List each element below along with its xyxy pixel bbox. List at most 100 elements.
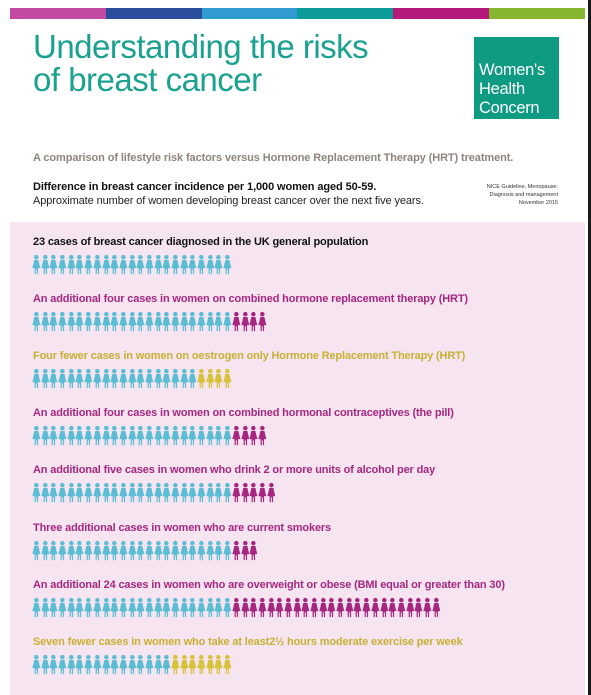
woman-icon — [49, 483, 58, 503]
woman-icon — [171, 369, 180, 389]
woman-icon — [240, 597, 249, 617]
woman-icon — [93, 654, 102, 674]
woman-icon — [431, 597, 440, 617]
row-title: An additional 24 cases in women who are … — [33, 578, 505, 591]
woman-icon — [197, 540, 206, 560]
woman-icon — [32, 540, 41, 560]
woman-icon — [84, 426, 93, 446]
woman-icon — [41, 483, 50, 503]
woman-icon — [41, 369, 50, 389]
woman-icon — [67, 597, 76, 617]
woman-icon — [388, 597, 397, 617]
woman-icon — [75, 426, 84, 446]
icon-row — [32, 368, 232, 390]
icon-row — [32, 597, 440, 619]
woman-icon — [153, 483, 162, 503]
woman-icon — [197, 483, 206, 503]
woman-icon — [41, 426, 50, 446]
woman-icon — [188, 597, 197, 617]
woman-icon — [127, 654, 136, 674]
woman-icon — [67, 312, 76, 332]
woman-icon — [84, 654, 93, 674]
row-title: Four fewer cases in women on oestrogen o… — [33, 350, 466, 363]
woman-icon — [101, 254, 110, 275]
woman-icon — [214, 483, 223, 503]
top-color-bar — [10, 8, 585, 19]
woman-icon — [127, 426, 136, 446]
woman-icon — [119, 597, 128, 617]
woman-icon — [249, 312, 258, 332]
woman-icon — [153, 426, 162, 446]
row-title: An additional four cases in women on com… — [33, 407, 454, 420]
woman-icon — [188, 654, 197, 674]
woman-icon — [119, 312, 128, 332]
woman-icon — [41, 312, 50, 332]
color-segment — [201, 8, 298, 19]
color-segment — [10, 8, 106, 19]
woman-icon — [223, 312, 232, 332]
woman-icon — [75, 254, 84, 275]
woman-icon — [32, 654, 41, 674]
woman-icon — [67, 254, 76, 275]
woman-icon — [232, 426, 241, 446]
woman-icon — [84, 312, 93, 332]
woman-icon — [275, 597, 284, 617]
woman-icon — [93, 540, 102, 560]
woman-icon — [258, 483, 267, 503]
woman-icon — [223, 254, 232, 275]
woman-icon — [93, 426, 102, 446]
icon-row — [32, 540, 258, 562]
woman-icon — [119, 369, 128, 389]
woman-icon — [197, 597, 206, 617]
icon-row — [32, 254, 232, 276]
woman-icon — [197, 254, 206, 275]
woman-icon — [249, 540, 258, 560]
woman-icon — [162, 254, 171, 275]
woman-icon — [162, 312, 171, 332]
woman-icon — [292, 597, 301, 617]
woman-icon — [153, 369, 162, 389]
woman-icon — [214, 254, 223, 275]
woman-icon — [214, 426, 223, 446]
page-title-line: Understanding the risks — [33, 28, 369, 65]
woman-icon — [110, 426, 119, 446]
woman-icon — [127, 540, 136, 560]
woman-icon — [171, 483, 180, 503]
logo-text: Women's — [479, 61, 545, 79]
woman-icon — [58, 597, 67, 617]
woman-icon — [180, 369, 189, 389]
woman-icon — [180, 540, 189, 560]
woman-icon — [232, 312, 241, 332]
woman-icon — [188, 426, 197, 446]
woman-icon — [32, 254, 41, 275]
woman-icon — [145, 597, 154, 617]
woman-icon — [58, 654, 67, 674]
woman-icon — [136, 426, 145, 446]
woman-icon — [136, 369, 145, 389]
woman-icon — [206, 597, 215, 617]
woman-icon — [171, 312, 180, 332]
page-title-line: of breast cancer — [33, 61, 262, 98]
woman-icon — [327, 597, 336, 617]
woman-icon — [136, 597, 145, 617]
color-segment — [105, 8, 202, 19]
woman-icon — [223, 369, 232, 389]
woman-icon — [101, 654, 110, 674]
woman-icon — [240, 483, 249, 503]
woman-icon — [49, 254, 58, 275]
woman-icon — [214, 597, 223, 617]
woman-icon — [41, 654, 50, 674]
woman-icon — [84, 369, 93, 389]
woman-icon — [223, 483, 232, 503]
woman-icon — [101, 426, 110, 446]
woman-icon — [223, 426, 232, 446]
woman-icon — [32, 312, 41, 332]
woman-icon — [136, 654, 145, 674]
woman-icon — [266, 597, 275, 617]
woman-icon — [362, 597, 371, 617]
woman-icon — [371, 597, 380, 617]
woman-icon — [49, 369, 58, 389]
woman-icon — [101, 369, 110, 389]
subtitle: A comparison of lifestyle risk factors v… — [33, 152, 514, 164]
